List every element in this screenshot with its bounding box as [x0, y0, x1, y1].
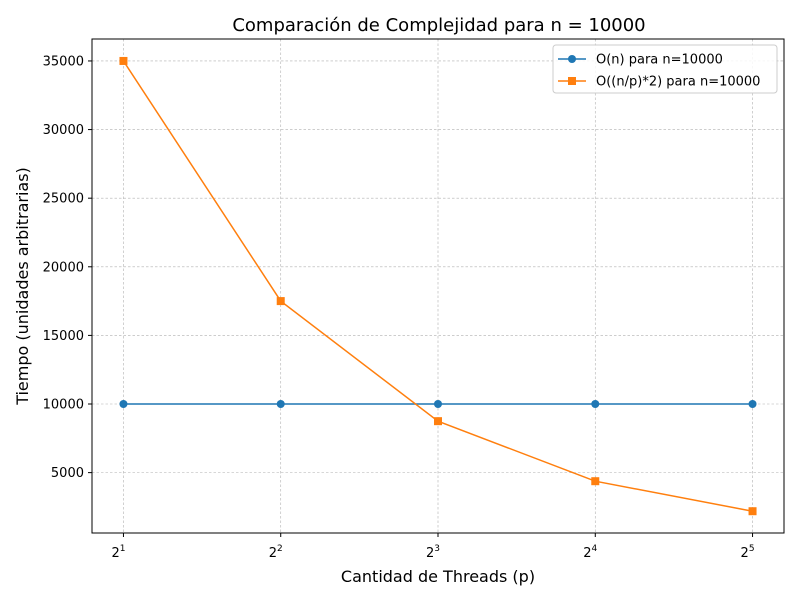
x-tick-label: 22: [269, 544, 283, 561]
x-axis-label: Cantidad de Threads (p): [341, 567, 535, 586]
data-point: [277, 400, 285, 408]
legend-label: O((n/p)*2) para n=10000: [596, 75, 760, 90]
y-tick-label: 30000: [43, 123, 84, 138]
legend-label: O(n) para n=10000: [596, 53, 723, 68]
x-tick-exponent: 3: [434, 544, 440, 554]
legend: O(n) para n=10000 O((n/p)*2) para n=10000: [553, 45, 777, 93]
data-point: [591, 477, 599, 485]
y-tick-label: 20000: [43, 260, 84, 275]
y-axis: 5000 10000 15000 20000 25000 30000 35000: [43, 54, 92, 481]
x-tick-label: 23: [426, 544, 440, 561]
data-point: [749, 507, 757, 515]
x-tick-base: 2: [269, 546, 277, 561]
y-tick-label: 5000: [51, 466, 84, 481]
y-tick-label: 35000: [43, 54, 84, 69]
data-point: [591, 400, 599, 408]
y-tick-label: 10000: [43, 398, 84, 413]
x-tick-base: 2: [583, 546, 591, 561]
y-tick-label: 25000: [43, 192, 84, 207]
legend-marker: [568, 77, 576, 85]
x-tick-label: 25: [741, 544, 755, 561]
data-point: [277, 297, 285, 305]
chart-title: Comparación de Complejidad para n = 1000…: [232, 15, 645, 36]
data-point: [119, 57, 127, 65]
x-tick-exponent: 2: [277, 544, 283, 554]
x-tick-base: 2: [426, 546, 434, 561]
x-tick-base: 2: [111, 546, 119, 561]
y-axis-label: Tiempo (unidades arbitrarias): [13, 167, 32, 406]
x-tick-exponent: 4: [592, 544, 598, 554]
x-tick-exponent: 1: [120, 544, 126, 554]
data-point: [749, 400, 757, 408]
y-tick-label: 15000: [43, 329, 84, 344]
x-tick-exponent: 5: [749, 544, 755, 554]
x-tick-label: 21: [111, 544, 125, 561]
data-point: [434, 417, 442, 425]
x-tick-label: 24: [583, 544, 597, 561]
x-tick-base: 2: [741, 546, 749, 561]
x-axis: 21 22 23 24 25: [111, 533, 754, 561]
legend-marker: [568, 55, 576, 63]
data-point: [119, 400, 127, 408]
grid: [92, 39, 784, 533]
data-point: [434, 400, 442, 408]
series-line-1: [123, 61, 752, 511]
